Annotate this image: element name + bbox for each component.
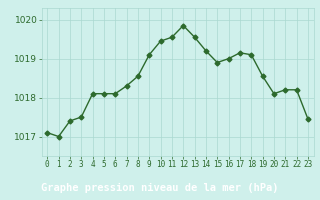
Text: Graphe pression niveau de la mer (hPa): Graphe pression niveau de la mer (hPa) bbox=[41, 183, 279, 193]
